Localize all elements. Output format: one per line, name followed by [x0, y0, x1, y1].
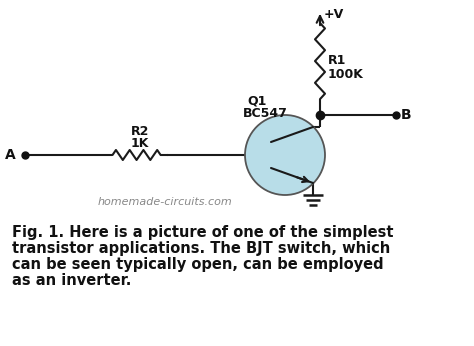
Text: as an inverter.: as an inverter. — [12, 273, 131, 288]
Text: Q1: Q1 — [247, 95, 266, 108]
Text: R2: R2 — [131, 125, 149, 138]
Text: 1K: 1K — [131, 137, 149, 150]
Text: can be seen typically open, can be employed: can be seen typically open, can be emplo… — [12, 257, 383, 272]
Text: 100K: 100K — [328, 68, 364, 81]
Circle shape — [245, 115, 325, 195]
Text: +V: +V — [324, 9, 344, 21]
Text: A: A — [5, 148, 16, 162]
Text: B: B — [401, 108, 411, 122]
Text: homemade-circuits.com: homemade-circuits.com — [98, 197, 232, 207]
Text: BC547: BC547 — [243, 107, 288, 120]
Text: Fig. 1. Here is a picture of one of the simplest: Fig. 1. Here is a picture of one of the … — [12, 225, 393, 240]
Text: transistor applications. The BJT switch, which: transistor applications. The BJT switch,… — [12, 241, 390, 256]
Text: R1: R1 — [328, 54, 346, 67]
